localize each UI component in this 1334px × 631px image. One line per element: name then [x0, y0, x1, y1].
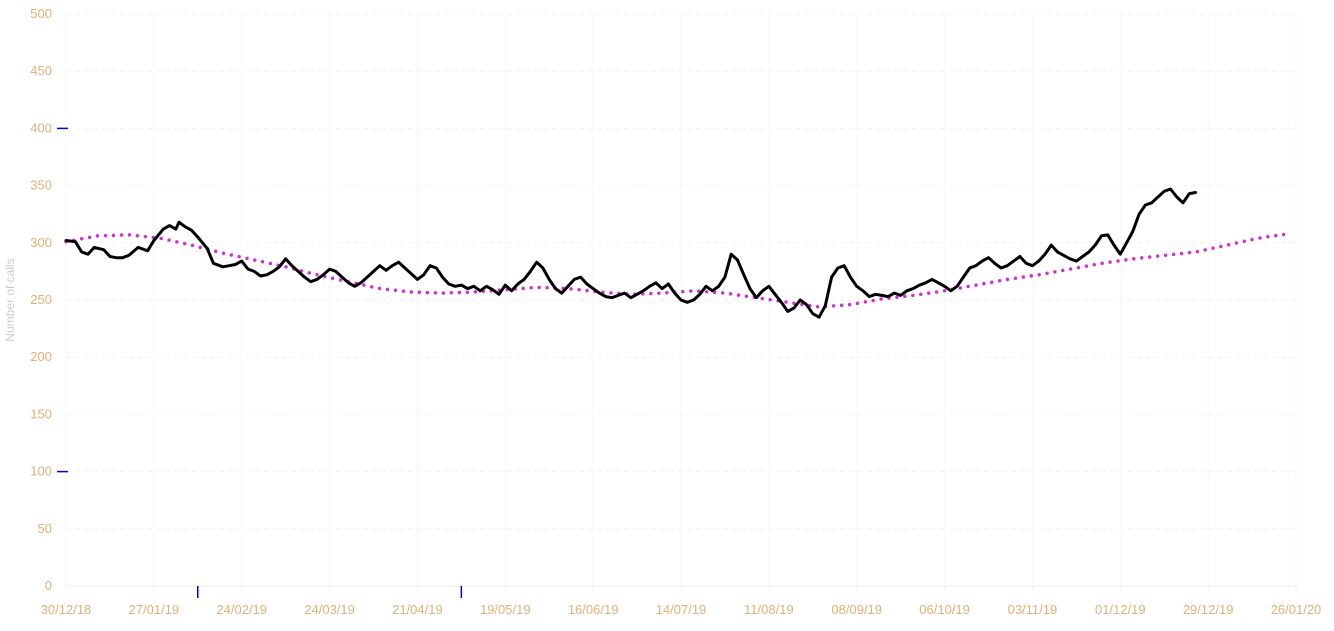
series-line-trend	[64, 231, 1292, 309]
x-tick-label: 19/05/19	[480, 602, 531, 617]
x-tick-label: 24/03/19	[304, 602, 355, 617]
y-axis: 0 50 100 150 200 250 300 350 400 450 500	[30, 6, 52, 593]
y-tick-label: 400	[30, 120, 52, 135]
x-tick-label: 03/11/19	[1008, 602, 1058, 617]
x-tick-label: 16/06/19	[568, 602, 619, 617]
y-tick-label: 250	[30, 292, 52, 307]
y-axis-title: Number of calls	[3, 258, 17, 341]
x-tick-label: 27/01/19	[129, 602, 180, 617]
x-tick-label: 30/12/18	[41, 602, 92, 617]
x-tick-label: 14/07/19	[656, 602, 707, 617]
series-line-daily-calls	[64, 187, 1198, 319]
series-group	[64, 187, 1292, 319]
y-tick-label: 150	[30, 406, 52, 421]
x-tick-label: 21/04/19	[392, 602, 443, 617]
y-tick-label: 300	[30, 235, 52, 250]
x-axis: 30/12/18 27/01/19 24/02/19 24/03/19 21/04/19…	[41, 585, 1322, 617]
x-tick-label: 01/12/19	[1095, 602, 1146, 617]
axis-markers	[57, 127, 463, 598]
x-tick-label: 08/09/19	[831, 602, 882, 617]
y-tick-label: 50	[38, 521, 52, 536]
x-tick-label: 06/10/19	[919, 602, 970, 617]
y-tick-label: 450	[30, 63, 52, 78]
y-tick-label: 200	[30, 349, 52, 364]
x-tick-label: 11/08/19	[744, 602, 794, 617]
y-tick-label: 0	[45, 578, 52, 593]
x-tick-label: 24/02/19	[216, 602, 267, 617]
x-tick-label: 26/01/20	[1271, 602, 1322, 617]
y-tick-label: 500	[30, 6, 52, 21]
y-tick-label: 350	[30, 178, 52, 193]
y-tick-label: 100	[30, 464, 52, 479]
x-tick-label: 29/12/19	[1183, 602, 1234, 617]
